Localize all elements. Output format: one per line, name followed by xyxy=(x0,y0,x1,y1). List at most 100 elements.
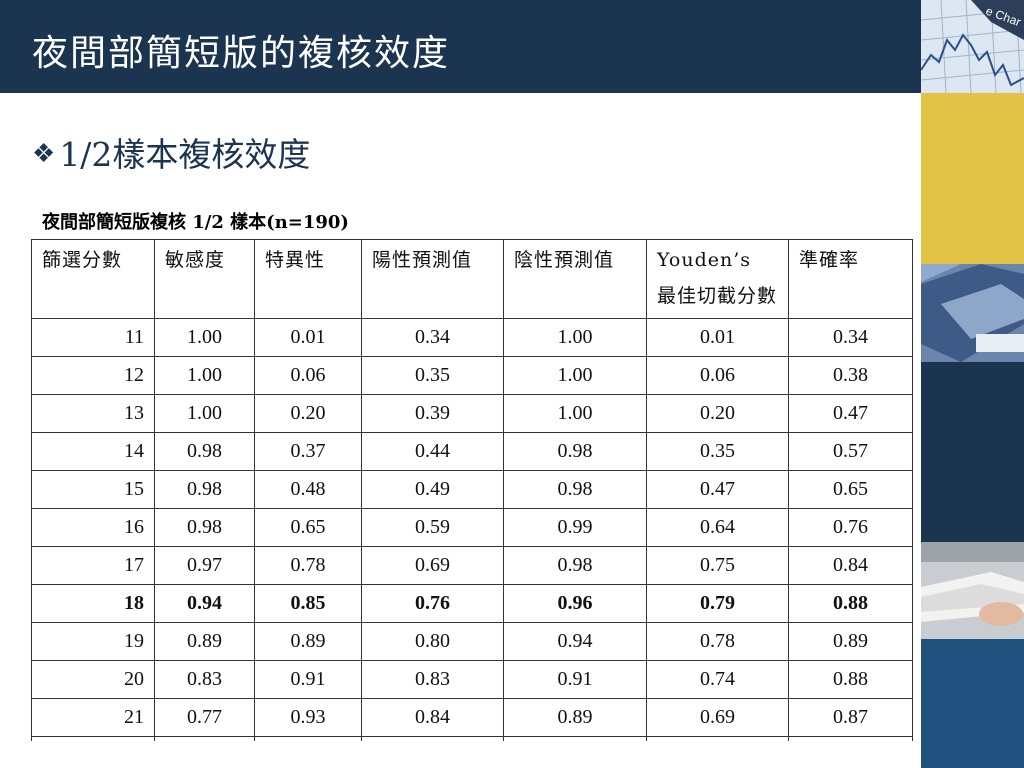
table-cell: 0.87 xyxy=(788,698,913,737)
table-cell: 0.65 xyxy=(254,508,362,547)
table-cell: 0.94 xyxy=(503,622,647,661)
table-cell: 0.88 xyxy=(788,660,913,699)
table-header-row: 篩選分數 敏感度 特異性 陽性預測值 陰性預測值 Youden’s 最佳切截分數… xyxy=(31,239,913,319)
table-cell: 19 xyxy=(31,622,155,661)
printer-photo-image xyxy=(921,264,1024,362)
table-row-partial xyxy=(31,736,913,741)
table-row: 17 0.97 0.78 0.69 0.98 0.75 0.84 xyxy=(31,546,913,585)
table-cell: 0.74 xyxy=(646,660,789,699)
table-cell: 0.98 xyxy=(503,470,647,509)
header-cell: 陰性預測值 xyxy=(503,239,647,319)
table-cell: 0.38 xyxy=(788,356,913,395)
table-cell: 0.01 xyxy=(646,318,789,357)
table-cell: 0.06 xyxy=(646,356,789,395)
table-cell: 0.98 xyxy=(154,432,255,471)
table-cell: 12 xyxy=(31,356,155,395)
table-cell: 0.76 xyxy=(788,508,913,547)
table-cell: 0.77 xyxy=(154,698,255,737)
bullet-text: 1/2樣本複核效度 xyxy=(59,135,311,174)
table-cell: 15 xyxy=(31,470,155,509)
table-cell: 0.37 xyxy=(254,432,362,471)
table-cell: 0.57 xyxy=(788,432,913,471)
table-row: 20 0.83 0.91 0.83 0.91 0.74 0.88 xyxy=(31,660,913,699)
header-cell: Youden’s 最佳切截分數 xyxy=(646,239,789,319)
validity-table: 篩選分數 敏感度 特異性 陽性預測值 陰性預測值 Youden’s 最佳切截分數… xyxy=(31,239,913,741)
table-cell: 0.47 xyxy=(788,394,913,433)
table-cell: 0.89 xyxy=(788,622,913,661)
table-cell: 0.89 xyxy=(254,622,362,661)
table-cell: 0.80 xyxy=(361,622,504,661)
table-cell: 16 xyxy=(31,508,155,547)
table-cell: 0.44 xyxy=(361,432,504,471)
table-cell: 0.83 xyxy=(361,660,504,699)
table-row: 11 1.00 0.01 0.34 1.00 0.01 0.34 xyxy=(31,318,913,357)
yellow-accent-block xyxy=(921,93,1024,264)
table-cell: 0.84 xyxy=(788,546,913,585)
table-cell: 0.91 xyxy=(503,660,647,699)
table-cell: 0.01 xyxy=(254,318,362,357)
table-cell: 0.48 xyxy=(254,470,362,509)
table-row: 19 0.89 0.89 0.80 0.94 0.78 0.89 xyxy=(31,622,913,661)
table-cell: 0.85 xyxy=(254,584,362,623)
table-cell: 0.34 xyxy=(788,318,913,357)
chart-photo-image: e Char xyxy=(921,0,1024,93)
table-cell: 0.98 xyxy=(154,470,255,509)
table-cell: 0.89 xyxy=(503,698,647,737)
table-cell: 0.94 xyxy=(154,584,255,623)
table-cell: 13 xyxy=(31,394,155,433)
paper-hands-photo-image xyxy=(921,542,1024,639)
table-cell: 0.59 xyxy=(361,508,504,547)
table-cell: 11 xyxy=(31,318,155,357)
table-cell: 0.39 xyxy=(361,394,504,433)
table-cell: 1.00 xyxy=(503,394,647,433)
header-cell: 準確率 xyxy=(788,239,913,319)
table-cell: 1.00 xyxy=(154,318,255,357)
header-cell: 篩選分數 xyxy=(31,239,155,319)
table-cell: 0.34 xyxy=(361,318,504,357)
table-row: 14 0.98 0.37 0.44 0.98 0.35 0.57 xyxy=(31,432,913,471)
header-cell: 陽性預測值 xyxy=(361,239,504,319)
table-cell: 0.69 xyxy=(361,546,504,585)
table-cell: 1.00 xyxy=(503,318,647,357)
table-cell: 20 xyxy=(31,660,155,699)
table-cell: 0.76 xyxy=(361,584,504,623)
table-row: 12 1.00 0.06 0.35 1.00 0.06 0.38 xyxy=(31,356,913,395)
table-cell: 0.64 xyxy=(646,508,789,547)
table-cell: 21 xyxy=(31,698,155,737)
bullet-point: ❖ 1/2樣本複核效度 xyxy=(32,128,310,176)
table-row: 16 0.98 0.65 0.59 0.99 0.64 0.76 xyxy=(31,508,913,547)
table-cell: 18 xyxy=(31,584,155,623)
table-cell: 0.99 xyxy=(503,508,647,547)
table-cell: 0.97 xyxy=(154,546,255,585)
diamond-bullet-icon: ❖ xyxy=(32,139,56,169)
table-cell: 0.20 xyxy=(254,394,362,433)
table-cell: 0.89 xyxy=(154,622,255,661)
table-cell: 0.75 xyxy=(646,546,789,585)
table-row: 21 0.77 0.93 0.84 0.89 0.69 0.87 xyxy=(31,698,913,737)
table-row: 13 1.00 0.20 0.39 1.00 0.20 0.47 xyxy=(31,394,913,433)
table-row: 15 0.98 0.48 0.49 0.98 0.47 0.65 xyxy=(31,470,913,509)
table-cell: 0.47 xyxy=(646,470,789,509)
table-row: 18 0.94 0.85 0.76 0.96 0.79 0.88 xyxy=(31,584,913,623)
table-cell: 0.79 xyxy=(646,584,789,623)
table-cell: 0.69 xyxy=(646,698,789,737)
header-cell: 敏感度 xyxy=(154,239,255,319)
table-cell: 0.98 xyxy=(503,546,647,585)
table-cell: 0.06 xyxy=(254,356,362,395)
table-cell: 1.00 xyxy=(154,356,255,395)
table-cell: 0.20 xyxy=(646,394,789,433)
table-cell: 1.00 xyxy=(503,356,647,395)
table-cell: 0.84 xyxy=(361,698,504,737)
table-caption: 夜間部簡短版複核 1/2 樣本(n=190) xyxy=(42,212,349,233)
table-cell: 17 xyxy=(31,546,155,585)
table-cell: 0.88 xyxy=(788,584,913,623)
table-cell: 0.96 xyxy=(503,584,647,623)
table-cell: 0.35 xyxy=(361,356,504,395)
table-cell: 0.91 xyxy=(254,660,362,699)
table-body: 11 1.00 0.01 0.34 1.00 0.01 0.34 12 1.00 0.06 0.35… xyxy=(31,318,913,741)
table-cell: 0.35 xyxy=(646,432,789,471)
title-bar: 夜間部簡短版的複核效度 xyxy=(0,0,921,93)
table-cell: 0.93 xyxy=(254,698,362,737)
table-cell: 14 xyxy=(31,432,155,471)
table-cell: 0.98 xyxy=(503,432,647,471)
